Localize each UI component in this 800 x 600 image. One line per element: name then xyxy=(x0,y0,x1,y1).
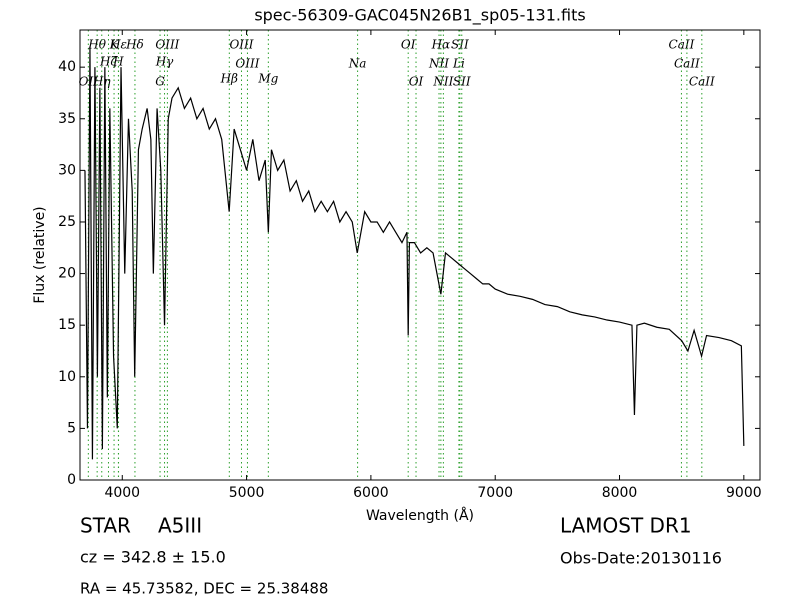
y-tick-label: 15 xyxy=(58,317,76,333)
x-tick-label: 5000 xyxy=(229,485,265,501)
chart-title: spec-56309-GAC045N26B1_sp05-131.fits xyxy=(254,6,585,26)
x-tick-label: 8000 xyxy=(602,485,638,501)
spectral-line-label: NII xyxy=(428,57,449,71)
spectral-line-label: SII xyxy=(453,75,471,89)
y-tick-label: 30 xyxy=(58,162,76,178)
spectral-line-label: CaII xyxy=(669,38,695,52)
object-class: STAR xyxy=(80,514,131,538)
obs-date: Obs-Date:20130116 xyxy=(560,549,722,568)
spectral-line-label: Hδ xyxy=(125,38,144,52)
spectral-line-label: K xyxy=(109,38,120,52)
spectral-line-label: OIII xyxy=(229,38,253,52)
x-axis-label: Wavelength (Å) xyxy=(366,507,474,524)
subclass: A5III xyxy=(158,514,202,538)
spectral-line-label: G xyxy=(155,75,165,89)
y-axis-label: Flux (relative) xyxy=(32,206,48,303)
spectral-line-label: OIII xyxy=(155,38,179,52)
y-tick-label: 10 xyxy=(58,369,76,385)
x-tick-label: 9000 xyxy=(726,485,762,501)
redshift: cz = 342.8 ± 15.0 xyxy=(80,548,226,567)
spectral-line-label: NII xyxy=(432,75,453,89)
y-tick-label: 5 xyxy=(67,420,76,436)
survey: LAMOST DR1 xyxy=(560,514,692,538)
x-tick-label: 6000 xyxy=(353,485,389,501)
spectral-line-label: SII xyxy=(451,38,469,52)
spectral-line-label: Na xyxy=(348,57,367,71)
spectral-line-label: Hα xyxy=(431,38,451,52)
spectral-line-label: Hγ xyxy=(155,55,174,69)
spectral-line-label: Hη xyxy=(92,75,111,89)
x-tick-label: 7000 xyxy=(477,485,513,501)
plot-frame xyxy=(79,29,761,481)
spectral-line-label: Mg xyxy=(257,72,278,86)
spectral-line-label: OI xyxy=(409,75,424,89)
spectral-line-label: OI xyxy=(401,38,416,52)
spectral-line-label: CaII xyxy=(674,57,700,71)
spectral-line-label: OII xyxy=(79,75,99,89)
spectral-line-label: CaII xyxy=(689,75,715,89)
y-tick-label: 20 xyxy=(58,266,76,282)
spectral-line-label: OIII xyxy=(235,57,259,71)
coordinates: RA = 45.73582, DEC = 25.38488 xyxy=(80,580,328,598)
spectrum-line xyxy=(84,46,745,460)
y-tick-label: 0 xyxy=(67,472,76,488)
spectral-line-label: Hβ xyxy=(220,72,238,86)
y-tick-label: 40 xyxy=(58,59,76,75)
x-tick-label: 4000 xyxy=(104,485,140,501)
y-tick-label: 35 xyxy=(58,111,76,127)
spectral-line-label: Li xyxy=(452,57,465,71)
y-tick-label: 25 xyxy=(58,214,76,230)
spectral-line-label: Hε xyxy=(109,38,127,52)
